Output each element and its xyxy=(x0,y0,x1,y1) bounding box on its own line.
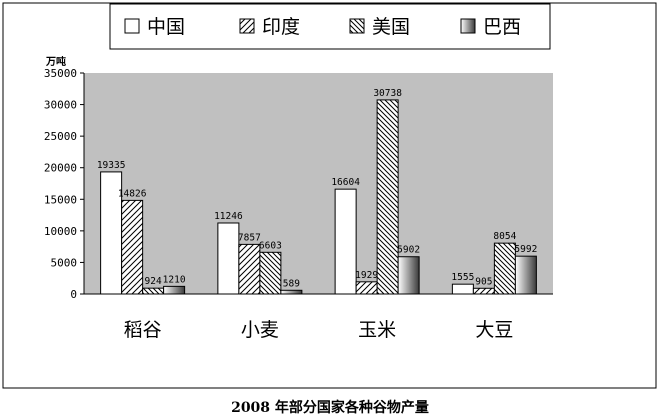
data-label: 5902 xyxy=(397,245,420,256)
bar-印度-稻谷 xyxy=(121,199,144,295)
bar-印度-大豆 xyxy=(472,287,495,295)
legend-box xyxy=(109,3,551,50)
x-tick-label: 稻谷 xyxy=(124,319,162,341)
y-axis-title: 万吨 xyxy=(45,55,66,68)
legend-label: 中国 xyxy=(147,16,185,38)
y-tick-label: 0 xyxy=(70,288,77,301)
y-tick-label: 35000 xyxy=(44,67,77,80)
x-tick-label: 玉米 xyxy=(358,319,396,341)
data-label: 7857 xyxy=(238,232,261,243)
legend: 中国 印度 美国 巴西 xyxy=(109,3,551,50)
bar-中国-玉米 xyxy=(334,188,357,295)
data-label: 905 xyxy=(475,276,492,287)
y-tick-label: 30000 xyxy=(44,99,77,112)
bar-中国-小麦 xyxy=(217,222,240,295)
data-label: 19335 xyxy=(97,160,126,171)
y-tick-label: 25000 xyxy=(44,130,77,143)
data-label: 11246 xyxy=(214,211,243,222)
chart: 中国 印度 美国 巴西 万吨 0 5000 10000 15000 20000 25000 300… xyxy=(2,2,657,389)
x-tick-label: 大豆 xyxy=(475,319,513,341)
legend-swatch-中国 xyxy=(124,18,140,34)
legend-label: 美国 xyxy=(372,16,410,38)
x-tick-label: 小麦 xyxy=(241,319,279,341)
bar-中国-大豆 xyxy=(451,283,474,295)
bar-美国-玉米 xyxy=(376,99,399,295)
bar-巴西-稻谷 xyxy=(163,285,186,295)
legend-label: 印度 xyxy=(262,16,300,38)
y-tick-label: 15000 xyxy=(44,193,77,206)
bar-印度-玉米 xyxy=(355,281,378,295)
legend-swatch-印度 xyxy=(239,18,255,34)
data-label: 1210 xyxy=(163,274,186,285)
bar-美国-小麦 xyxy=(259,251,282,295)
data-label: 6603 xyxy=(259,240,282,251)
data-label: 589 xyxy=(283,278,300,289)
data-label: 14826 xyxy=(118,188,147,199)
data-label: 1929 xyxy=(355,270,378,281)
y-tick-label: 20000 xyxy=(44,162,77,175)
data-label: 924 xyxy=(145,276,162,287)
data-label: 5992 xyxy=(514,244,537,255)
data-label: 16604 xyxy=(331,177,360,188)
bar-印度-小麦 xyxy=(238,243,261,295)
bar-美国-稻谷 xyxy=(142,287,165,295)
legend-swatch-巴西 xyxy=(460,18,476,34)
bar-巴西-小麦 xyxy=(280,289,303,295)
legend-label: 巴西 xyxy=(483,16,521,38)
y-tick-label: 5000 xyxy=(51,256,78,269)
data-label: 30738 xyxy=(373,88,402,99)
bar-美国-大豆 xyxy=(493,242,516,295)
figure-caption: 2008 年部分国家各种谷物产量 xyxy=(231,400,429,416)
data-label: 8054 xyxy=(493,231,516,242)
bar-巴西-大豆 xyxy=(514,255,537,295)
legend-swatch-美国 xyxy=(349,18,365,34)
plot-area xyxy=(84,73,553,294)
bar-巴西-玉米 xyxy=(397,256,420,295)
data-label: 1555 xyxy=(451,272,474,283)
y-tick-label: 10000 xyxy=(44,225,77,238)
